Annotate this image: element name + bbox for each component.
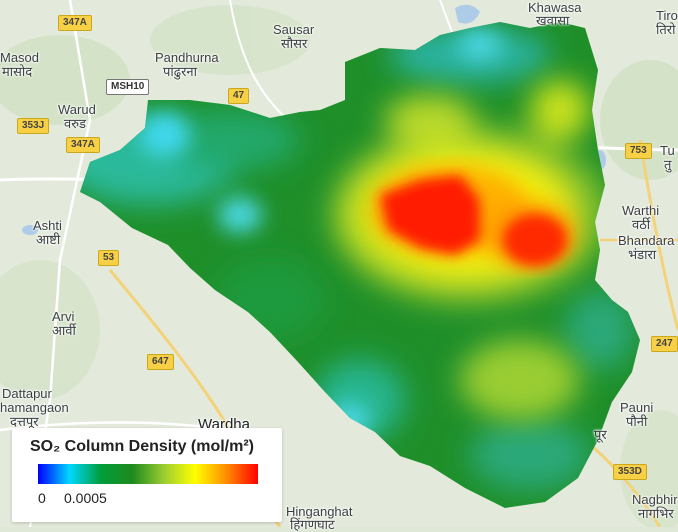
place-label-bhandara-hi: भंडारा xyxy=(628,247,657,262)
road-shield-347a: 347A xyxy=(66,137,100,153)
legend-color-ramp xyxy=(38,464,258,484)
place-label-hinganghat-hi: हिंगणघाट xyxy=(290,517,335,532)
place-label-pur-hi: पूर xyxy=(594,427,607,442)
place-label-warthi: Warthi xyxy=(622,203,660,218)
place-label-dattapur: Dattapur xyxy=(2,386,52,401)
place-label-warud-hi: वरुड xyxy=(64,116,86,131)
place-label-nagbhir: Nagbhir xyxy=(632,492,678,507)
place-label-sausar-hi: सौसर xyxy=(281,36,308,51)
place-label-arvi: Arvi xyxy=(52,309,75,324)
place-label-nagbhir-hi: नागभिर xyxy=(638,506,674,521)
place-label-warthi-hi: वर्ठी xyxy=(632,217,651,232)
place-label-pauni-hi: पौनी xyxy=(626,414,648,429)
place-label-warud: Warud xyxy=(58,102,96,117)
place-label-dattapur-hi: दत्तपूर xyxy=(10,414,39,429)
place-label-ashti: Ashti xyxy=(33,218,62,233)
road-shield-247: 247 xyxy=(651,336,678,352)
road-shield-347a-top: 347A xyxy=(58,15,92,31)
legend-min-label: 0 xyxy=(38,490,46,506)
place-label-sausar: Sausar xyxy=(273,22,315,37)
place-label-hinganghat: Hinganghat xyxy=(286,504,353,519)
place-label-masod: Masod xyxy=(0,50,40,65)
road-shield-353d: 353D xyxy=(613,464,647,480)
place-label-pandhurna-hi: पांढुरना xyxy=(163,64,197,79)
place-label-masod-hi: मासोद xyxy=(2,64,33,79)
road-shield-53: 53 xyxy=(98,250,120,266)
place-label-tu: Tu xyxy=(660,143,675,158)
legend-title: SO₂ Column Density (mol/m²) xyxy=(30,438,255,455)
place-label-tu-hi: तु xyxy=(664,157,672,172)
legend-panel: SO₂ Column Density (mol/m²) 0 0.0005 xyxy=(12,428,282,522)
road-shield-753: 753 xyxy=(625,143,652,159)
road-shield-647: 647 xyxy=(147,354,174,370)
place-label-tiro-hi: तिरो xyxy=(656,22,676,37)
place-label-dhamangaon: hamangaon xyxy=(0,400,69,415)
place-label-pandhurna: Pandhurna xyxy=(155,50,219,65)
place-label-pauni: Pauni xyxy=(620,400,654,415)
place-label-tiro: Tiro xyxy=(656,8,678,23)
place-label-ashti-hi: आष्टी xyxy=(36,232,61,247)
road-shield-353j: 353J xyxy=(17,118,50,134)
road-shield-47: 47 xyxy=(228,88,250,104)
legend-max-label: 0.0005 xyxy=(64,490,107,506)
road-shield-msh10: MSH10 xyxy=(106,79,150,95)
place-label-khawasa-hi: खवासा xyxy=(536,13,570,28)
place-label-arvi-hi: आर्वी xyxy=(52,323,76,338)
place-label-bhandara: Bhandara xyxy=(618,233,675,248)
place-label-khawasa: Khawasa xyxy=(528,0,582,15)
